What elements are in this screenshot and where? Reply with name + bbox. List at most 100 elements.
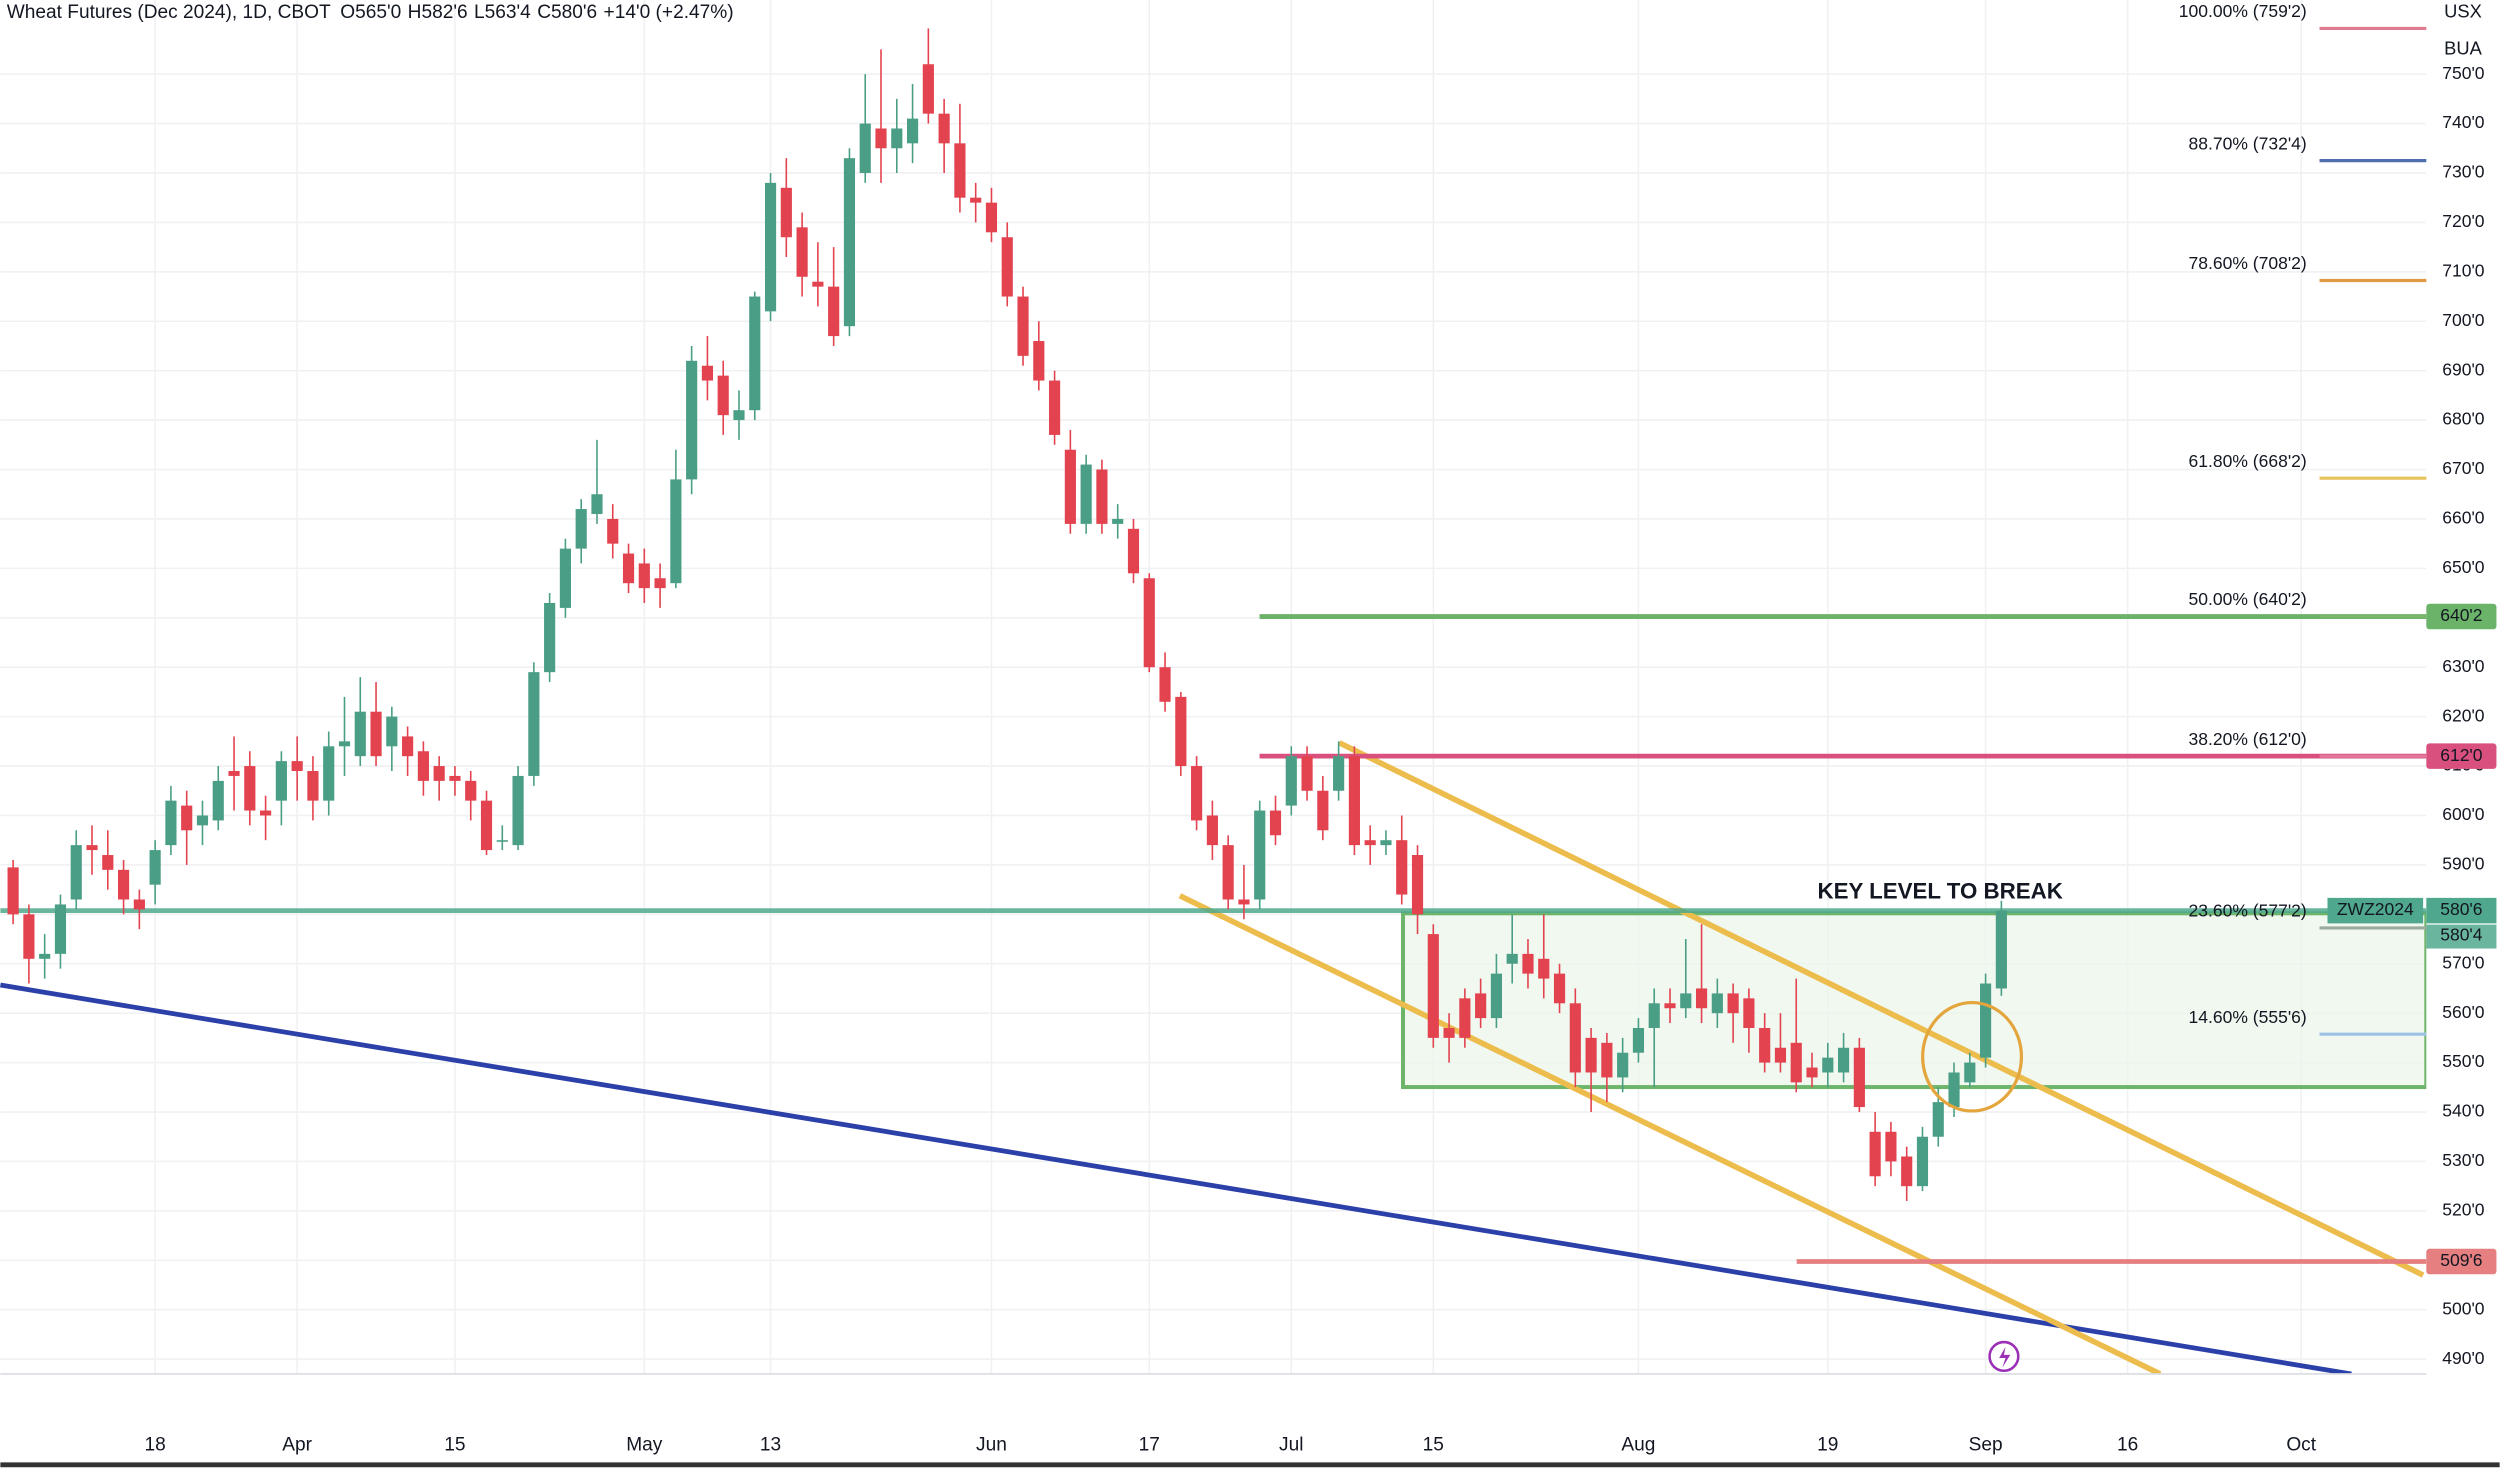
y-tick-label: 700'0 — [2442, 310, 2485, 330]
candle-body — [1033, 341, 1045, 381]
trend-line — [0, 982, 2352, 1377]
fib-label: 61.80% (668'2) — [2189, 451, 2307, 471]
candle-body — [1837, 1047, 1850, 1073]
candle-body — [181, 805, 193, 831]
candle-body — [1475, 993, 1487, 1019]
price-tag — [2426, 1248, 2497, 1275]
y-tick-label: 750'0 — [2442, 63, 2485, 83]
candle-body — [985, 202, 998, 233]
candle-body — [622, 553, 635, 584]
x-tick-label: 16 — [2117, 1435, 2138, 1456]
candle-body — [796, 227, 808, 277]
candle-body — [1664, 1003, 1676, 1009]
candle-body — [1916, 1136, 1929, 1187]
candle-body — [1490, 973, 1502, 1019]
candle-body — [212, 780, 224, 821]
x-tick-label: 15 — [444, 1435, 465, 1456]
candle-body — [70, 845, 82, 900]
ohlc-key: H — [408, 2, 422, 23]
ohlc-value: 582'6 — [421, 2, 467, 23]
y-tick-label: 740'0 — [2442, 112, 2485, 132]
y-tick-label: 690'0 — [2442, 359, 2485, 379]
candle-body — [1459, 998, 1471, 1038]
annotation: KEY LEVEL TO BREAK — [1818, 878, 2063, 903]
chart-title: Wheat Futures (Dec 2024), 1D, CBOT — [7, 2, 331, 23]
candle-body — [528, 672, 540, 776]
candle-body — [1112, 518, 1124, 524]
candle-body — [1538, 958, 1550, 979]
fib-label: 78.60% (708'2) — [2189, 253, 2307, 273]
candle-body — [1317, 790, 1329, 831]
candle-body — [906, 118, 919, 144]
candle-body — [338, 741, 351, 747]
x-tick-label: Jul — [1279, 1435, 1303, 1456]
y-tick-label: 540'0 — [2442, 1101, 2485, 1121]
candle-body — [1869, 1131, 1881, 1177]
candle-body — [1143, 578, 1155, 668]
candle-body — [575, 509, 587, 549]
candle-body — [1191, 766, 1203, 821]
candle-body — [1222, 845, 1234, 900]
candle-body — [1443, 1027, 1455, 1038]
y-tick-label: 720'0 — [2442, 211, 2485, 231]
candle-body — [228, 770, 240, 776]
candle-body — [1427, 934, 1439, 1038]
candle-body — [701, 365, 714, 381]
candle-body — [954, 143, 966, 198]
candle-body — [828, 286, 840, 337]
ohlc-value: 563'4 — [485, 2, 532, 23]
y-tick-label: 550'0 — [2442, 1051, 2485, 1071]
candle-body — [938, 113, 950, 144]
y-tick-label: 710'0 — [2442, 260, 2485, 280]
x-tick-label: 13 — [760, 1435, 781, 1456]
y-tick-label: 600'0 — [2442, 804, 2485, 824]
candle-body — [370, 711, 382, 757]
candle-body — [638, 563, 650, 589]
candle-body — [39, 953, 51, 959]
candle-body — [922, 64, 934, 114]
candle-body — [544, 602, 556, 673]
candle-body — [1175, 696, 1187, 767]
candle-body — [1853, 1047, 1865, 1108]
candle-body — [196, 815, 209, 826]
symbol-tag — [2327, 897, 2424, 924]
candle-body — [970, 197, 982, 203]
ohlc-key: C — [537, 2, 551, 23]
x-tick-label: 19 — [1817, 1435, 1838, 1456]
candle-body — [1585, 1037, 1597, 1073]
candle-body — [402, 736, 414, 757]
candle-body — [149, 850, 161, 885]
x-tick-label: May — [626, 1435, 663, 1456]
candle-body — [607, 518, 619, 544]
y-tick-label: 630'0 — [2442, 656, 2485, 676]
candle-body — [891, 128, 903, 149]
candle-body — [1680, 993, 1692, 1009]
candle-body — [275, 761, 287, 801]
candle-body — [1901, 1156, 1913, 1187]
candle-body — [717, 375, 729, 416]
candle-body — [1743, 998, 1755, 1028]
ohlc-value: 565'0 — [355, 2, 401, 23]
ohlc-value: 580'6 — [551, 2, 597, 23]
candle-body — [843, 158, 856, 327]
candle-body — [7, 867, 19, 915]
fib-label: 88.70% (732'4) — [2189, 133, 2307, 153]
candle-body — [433, 766, 445, 781]
candle-body — [1364, 840, 1376, 846]
candle-body — [1522, 953, 1534, 974]
candle-body — [244, 766, 256, 811]
candle-body — [654, 578, 666, 589]
x-tick-label: Aug — [1621, 1435, 1655, 1456]
candle-body — [1206, 815, 1218, 846]
y-tick-label: 490'0 — [2442, 1348, 2485, 1368]
candle-body — [54, 904, 67, 954]
price-tag-label: 612'0 — [2440, 745, 2483, 765]
candle-body — [1269, 810, 1282, 836]
candle-body — [1695, 988, 1708, 1009]
candle-body — [1790, 1042, 1802, 1083]
candle-body — [1617, 1052, 1629, 1078]
candle-body — [260, 810, 272, 816]
candle-body — [1822, 1057, 1834, 1073]
unit-label: USX — [2444, 1, 2482, 22]
y-tick-label: 590'0 — [2442, 854, 2485, 874]
